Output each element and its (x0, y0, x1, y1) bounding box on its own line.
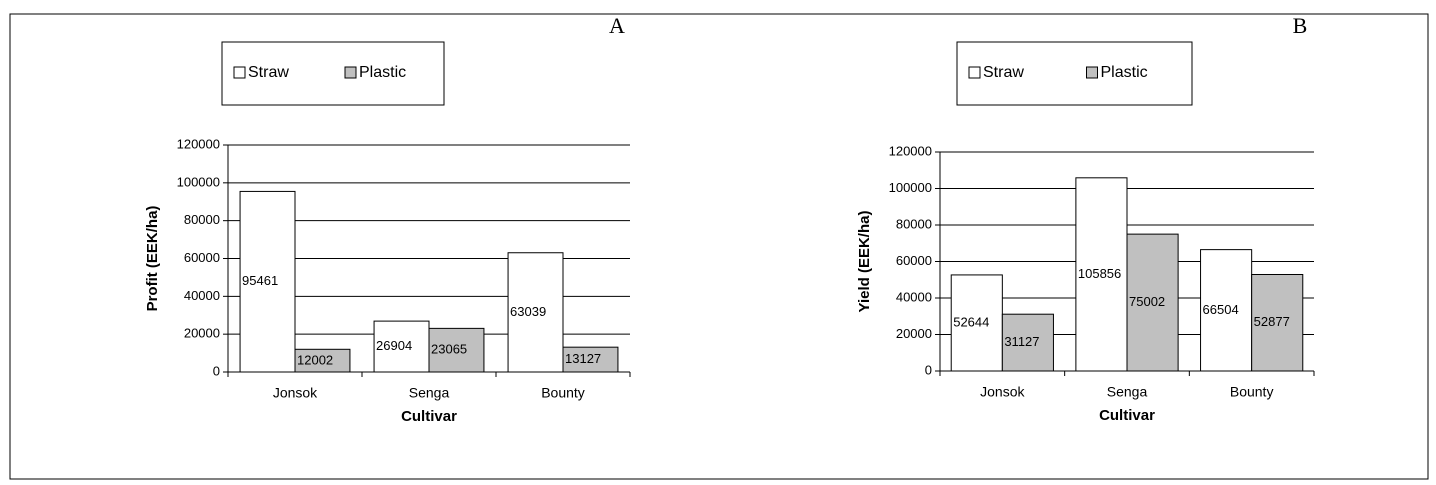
x-tick-label: Bounty (1230, 384, 1274, 400)
bar (1200, 249, 1253, 372)
value-label: 75002 (1129, 294, 1165, 309)
bar (1075, 177, 1128, 372)
bar (1126, 233, 1179, 372)
y-axis-title: Yield (EEK/ha) (856, 211, 873, 313)
legend-label: Straw (983, 64, 1024, 81)
bar (1001, 313, 1054, 372)
value-label: 105856 (1078, 266, 1121, 281)
y-tick-label: 40000 (184, 288, 220, 303)
x-tick-label: Senga (409, 385, 450, 401)
y-tick-label: 120000 (177, 136, 220, 151)
legend-label: Plastic (1101, 64, 1148, 81)
legend-swatch (233, 66, 246, 79)
value-label: 26904 (376, 338, 412, 353)
y-tick-label: 80000 (184, 212, 220, 227)
x-tick-label: Bounty (541, 385, 585, 401)
bar (507, 252, 564, 373)
value-label: 52644 (953, 314, 989, 329)
value-label: 23065 (431, 342, 467, 357)
bar (950, 274, 1003, 372)
value-label: 31127 (1004, 334, 1039, 349)
legend-box (956, 41, 1193, 106)
legend-label: Plastic (359, 64, 406, 81)
x-tick-label: Senga (1107, 384, 1148, 400)
x-tick-label: Jonsok (273, 385, 318, 401)
value-label: 12002 (297, 353, 333, 368)
value-label: 52877 (1254, 314, 1290, 329)
legend-swatch (344, 66, 357, 79)
y-tick-label: 0 (925, 362, 932, 377)
panel-label: B (1293, 13, 1308, 38)
value-label: 63039 (510, 304, 546, 319)
x-axis-title: Cultivar (1099, 407, 1155, 424)
bar (1251, 273, 1304, 372)
value-label: 13127 (565, 351, 601, 366)
y-axis-title: Profit (EEK/ha) (144, 206, 161, 312)
y-tick-label: 0 (213, 363, 220, 378)
value-label: 66504 (1203, 302, 1239, 317)
y-tick-label: 40000 (896, 289, 932, 304)
legend-label: Straw (248, 64, 289, 81)
legend-swatch (1086, 66, 1098, 79)
panel-label: A (609, 13, 625, 38)
legend-box (221, 41, 445, 106)
y-tick-label: 80000 (896, 216, 932, 231)
legend-swatch (968, 66, 981, 79)
x-axis-title: Cultivar (401, 408, 457, 425)
y-tick-label: 60000 (896, 253, 932, 268)
bar (428, 327, 485, 373)
x-tick-label: Jonsok (980, 384, 1025, 400)
y-tick-label: 100000 (889, 180, 932, 195)
y-tick-label: 20000 (896, 326, 932, 341)
bar (562, 346, 619, 373)
bar (239, 190, 296, 373)
y-tick-label: 120000 (889, 143, 932, 158)
y-tick-label: 60000 (184, 250, 220, 265)
y-tick-label: 100000 (177, 174, 220, 189)
y-tick-label: 20000 (184, 326, 220, 341)
value-label: 95461 (242, 273, 278, 288)
